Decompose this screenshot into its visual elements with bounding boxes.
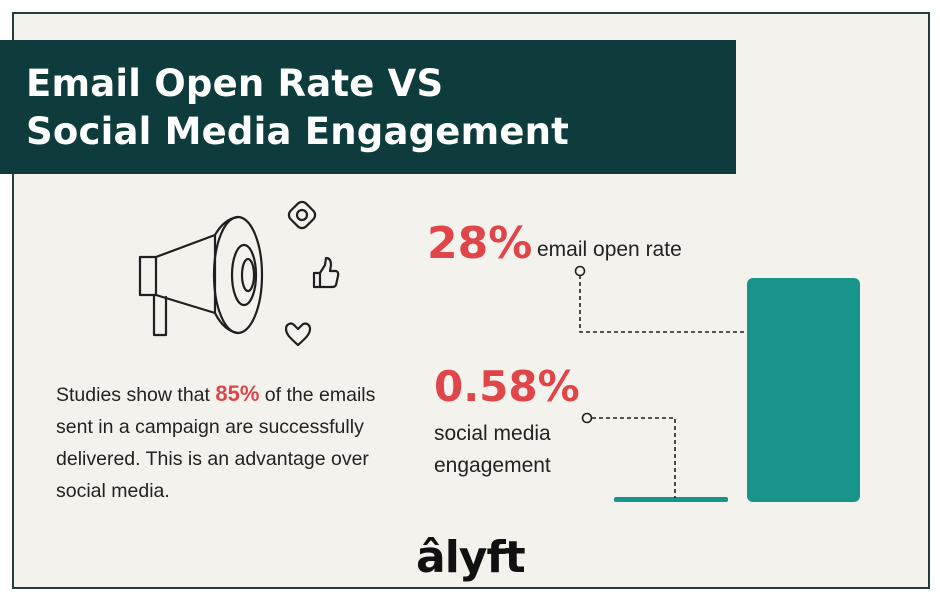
email-open-rate-label: email open rate (537, 238, 682, 261)
alyft-logo: âlyft (416, 532, 526, 583)
heart-icon (284, 322, 312, 347)
description-suffix: of the emails sent in a campaign are suc… (56, 384, 376, 502)
megaphone-illustration (138, 200, 340, 347)
title-line-2: Social Media Engagement (26, 110, 570, 153)
description-text: Studies show that 85% of the emails sent… (56, 378, 416, 507)
title-banner (0, 40, 736, 174)
title-line-1: Email Open Rate VS (26, 62, 444, 105)
description-highlight: 85% (215, 381, 260, 406)
email-leader-line-dot (574, 265, 586, 277)
email-leader-line (579, 275, 747, 333)
instagram-icon (287, 200, 317, 230)
social-engagement-value: 0.58% (434, 362, 580, 411)
social-leader-line-dot (581, 412, 593, 424)
social-engagement-label: social media engagement (434, 422, 551, 477)
email-open-rate-value: 28% (427, 218, 533, 269)
description-prefix: Studies show that (56, 384, 216, 406)
megaphone-icon (138, 215, 264, 337)
bar-email-open-rate (747, 278, 860, 502)
bar-social-media-engagement (614, 497, 728, 502)
social-leader-line (592, 417, 676, 498)
thumbs-up-icon (312, 256, 340, 289)
